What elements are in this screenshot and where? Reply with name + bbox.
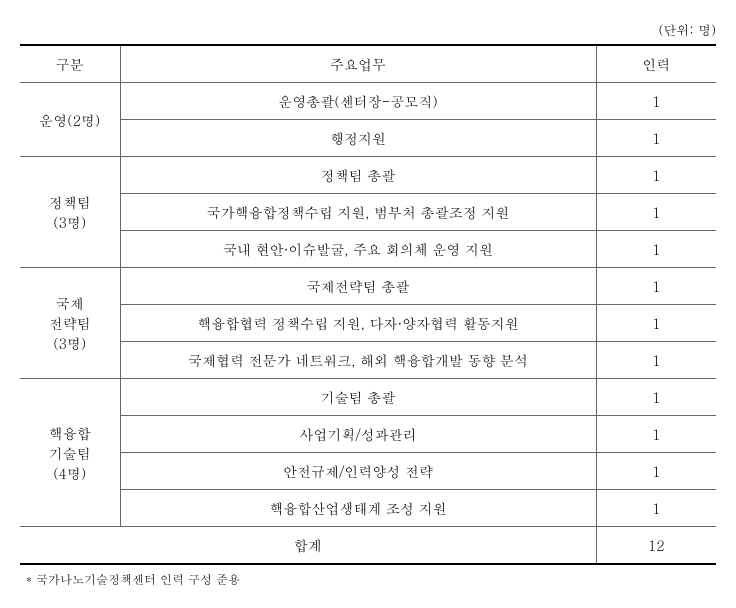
task-cell: 국가핵융합정책수립 지원, 범부처 총괄조정 지원 bbox=[120, 194, 596, 231]
count-cell: 1 bbox=[596, 453, 716, 490]
staffing-table: 구분주요업무인력운영(2명)운영총괄(센터장-공모직)1행정지원1정책팀 (3명… bbox=[20, 44, 716, 565]
table-row: 정책팀 (3명)정책팀 총괄1 bbox=[20, 157, 716, 194]
table-row: 사업기획/성과관리1 bbox=[20, 416, 716, 453]
task-cell: 국제전략팀 총괄 bbox=[120, 268, 596, 305]
table-row: 안전규제/인력양성 전략1 bbox=[20, 453, 716, 490]
count-cell: 1 bbox=[596, 231, 716, 268]
count-cell: 1 bbox=[596, 157, 716, 194]
task-cell: 국제협력 전문가 네트워크, 해외 핵융합개발 동향 분석 bbox=[120, 342, 596, 379]
count-cell: 1 bbox=[596, 120, 716, 157]
task-cell: 정책팀 총괄 bbox=[120, 157, 596, 194]
table-row: 운영(2명)운영총괄(센터장-공모직)1 bbox=[20, 83, 716, 120]
task-cell: 국내 현안·이슈발굴, 주요 회의체 운영 지원 bbox=[120, 231, 596, 268]
task-cell: 행정지원 bbox=[120, 120, 596, 157]
count-cell: 1 bbox=[596, 194, 716, 231]
category-cell: 정책팀 (3명) bbox=[20, 157, 120, 268]
column-header-task: 주요업무 bbox=[120, 45, 596, 83]
table-row: 핵융합 기술팀 (4명)기술팀 총괄1 bbox=[20, 379, 716, 416]
task-cell: 핵융합협력 정책수립 지원, 다자·양자협력 활동지원 bbox=[120, 305, 596, 342]
task-cell: 핵융합산업생태계 조성 지원 bbox=[120, 490, 596, 527]
task-cell: 안전규제/인력양성 전략 bbox=[120, 453, 596, 490]
unit-label: (단위: 명) bbox=[20, 20, 716, 39]
total-row: 합계12 bbox=[20, 527, 716, 565]
table-row: 국제 전략팀 (3명)국제전략팀 총괄1 bbox=[20, 268, 716, 305]
count-cell: 1 bbox=[596, 83, 716, 120]
count-cell: 1 bbox=[596, 416, 716, 453]
task-cell: 운영총괄(센터장-공모직) bbox=[120, 83, 596, 120]
task-cell: 기술팀 총괄 bbox=[120, 379, 596, 416]
table-row: 국내 현안·이슈발굴, 주요 회의체 운영 지원1 bbox=[20, 231, 716, 268]
count-cell: 1 bbox=[596, 305, 716, 342]
total-count: 12 bbox=[596, 527, 716, 565]
table-row: 행정지원1 bbox=[20, 120, 716, 157]
count-cell: 1 bbox=[596, 342, 716, 379]
table-row: 핵융합산업생태계 조성 지원1 bbox=[20, 490, 716, 527]
category-cell: 핵융합 기술팀 (4명) bbox=[20, 379, 120, 527]
table-row: 국제협력 전문가 네트워크, 해외 핵융합개발 동향 분석1 bbox=[20, 342, 716, 379]
task-cell: 사업기획/성과관리 bbox=[120, 416, 596, 453]
total-label: 합계 bbox=[20, 527, 596, 565]
category-cell: 국제 전략팀 (3명) bbox=[20, 268, 120, 379]
category-cell: 운영(2명) bbox=[20, 83, 120, 157]
count-cell: 1 bbox=[596, 379, 716, 416]
column-header-category: 구분 bbox=[20, 45, 120, 83]
footnote: * 국가나노기술정책센터 인력 구성 준용 bbox=[20, 571, 716, 588]
table-row: 국가핵융합정책수립 지원, 범부처 총괄조정 지원1 bbox=[20, 194, 716, 231]
table-row: 핵융합협력 정책수립 지원, 다자·양자협력 활동지원1 bbox=[20, 305, 716, 342]
count-cell: 1 bbox=[596, 490, 716, 527]
count-cell: 1 bbox=[596, 268, 716, 305]
column-header-count: 인력 bbox=[596, 45, 716, 83]
